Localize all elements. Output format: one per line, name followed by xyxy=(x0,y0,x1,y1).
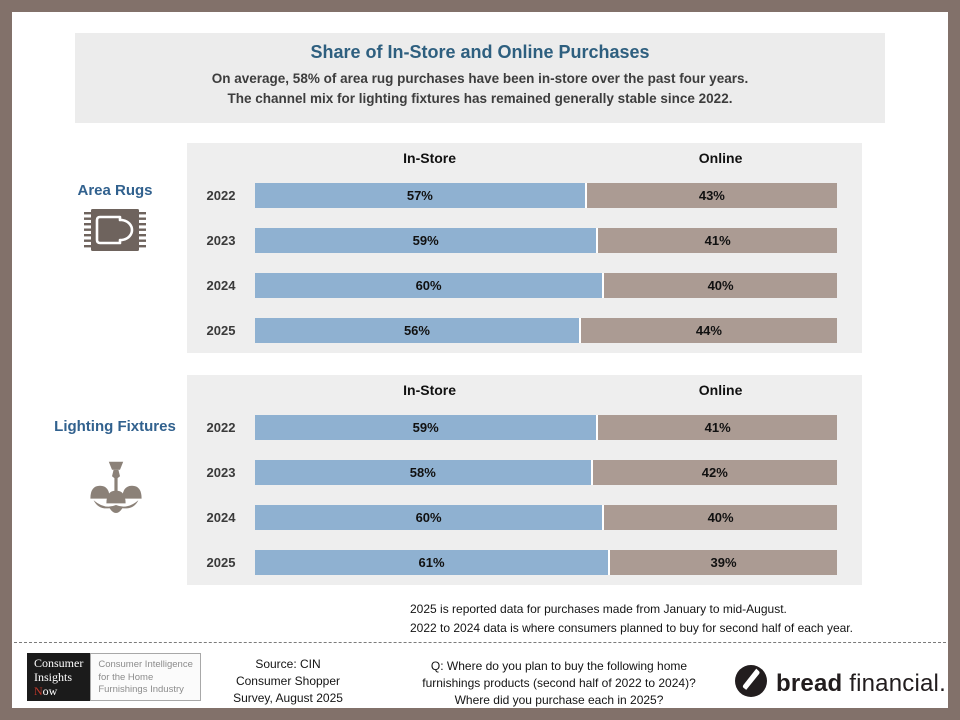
year-label: 2023 xyxy=(206,233,236,248)
cin-tagline-1: Consumer Intelligence xyxy=(98,659,193,670)
brand-bold: bread xyxy=(776,669,843,697)
bar-rows-area-rugs: 2022 57% 43% 2023 59% 41% 2024 60% 40% 2025 56% 44% xyxy=(187,173,862,353)
bar-row: 2025 61% 39% xyxy=(187,540,862,585)
year-label: 2025 xyxy=(206,323,236,338)
cin-now-rest: ow xyxy=(42,684,58,698)
online-segment: 42% xyxy=(592,460,837,485)
online-segment: 40% xyxy=(604,273,837,298)
chart-panel-lighting-fixtures: In-Store Online 2022 59% 41% 2023 58% 42% 2024… xyxy=(187,375,862,585)
online-column-header: Online xyxy=(698,382,743,398)
source-note: Source: CIN Consumer Shopper Survey, Aug… xyxy=(208,656,368,707)
stacked-bar: 60% 40% xyxy=(255,505,837,530)
footnote: 2025 is reported data for purchases made… xyxy=(410,600,853,638)
footnote-line-1: 2025 is reported data for purchases made… xyxy=(410,602,787,616)
bar-row: 2023 59% 41% xyxy=(187,218,862,263)
stacked-bar: 60% 40% xyxy=(255,273,837,298)
cin-tagline-3: Furnishings Industry xyxy=(98,684,184,695)
online-segment: 41% xyxy=(598,228,837,253)
chart-panel-area-rugs: In-Store Online 2022 57% 43% 2023 59% 41% 2024… xyxy=(187,143,862,353)
online-column-header: Online xyxy=(698,150,743,166)
bread-financial-icon xyxy=(734,664,768,703)
year-label: 2024 xyxy=(206,510,236,525)
title-box: Share of In-Store and Online Purchases O… xyxy=(75,33,885,123)
stacked-bar: 57% 43% xyxy=(255,183,837,208)
bar-row: 2023 58% 42% xyxy=(187,450,862,495)
section-label-area-rugs: Area Rugs xyxy=(77,182,153,199)
cin-line-1: Consumer xyxy=(34,656,84,670)
stacked-bar: 58% 42% xyxy=(255,460,837,485)
subtitle-line-2: The channel mix for lighting fixtures ha… xyxy=(227,91,733,106)
stacked-bar: 56% 44% xyxy=(255,318,837,343)
bar-row: 2024 60% 40% xyxy=(187,263,862,308)
online-segment: 40% xyxy=(604,505,837,530)
dashed-divider xyxy=(14,642,946,643)
bread-financial-logo: bread financial. xyxy=(734,664,946,703)
source-line-1: Source: CIN xyxy=(255,657,321,671)
stacked-bar: 59% 41% xyxy=(255,228,837,253)
bar-rows-lighting-fixtures: 2022 59% 41% 2023 58% 42% 2024 60% 40% 2025 61% 39% xyxy=(187,405,862,585)
in-store-segment: 58% xyxy=(255,460,593,485)
in-store-column-header: In-Store xyxy=(403,382,457,398)
rug-icon xyxy=(84,208,146,259)
online-segment: 41% xyxy=(598,415,837,440)
online-segment: 39% xyxy=(610,550,837,575)
cin-line-3: Now xyxy=(34,684,83,698)
bread-financial-wordmark: bread financial. xyxy=(776,670,946,698)
cin-logo: Consumer Insights Now Consumer Intellige… xyxy=(27,653,201,701)
in-store-segment: 60% xyxy=(255,505,605,530)
stacked-bar: 61% 39% xyxy=(255,550,837,575)
in-store-segment: 60% xyxy=(255,273,605,298)
survey-question: Q: Where do you plan to buy the followin… xyxy=(364,658,754,708)
bar-row: 2025 56% 44% xyxy=(187,308,862,353)
cin-now-initial: N xyxy=(34,684,43,698)
year-label: 2025 xyxy=(206,555,236,570)
chandelier-icon xyxy=(84,460,148,523)
cin-tagline: Consumer Intelligence for the Home Furni… xyxy=(90,653,201,701)
cin-logo-wordmark: Consumer Insights Now xyxy=(27,653,91,701)
year-label: 2022 xyxy=(206,420,236,435)
in-store-segment: 59% xyxy=(255,228,599,253)
question-line-3: Where did you purchase each in 2025? xyxy=(454,693,664,707)
in-store-segment: 57% xyxy=(255,183,587,208)
cin-tagline-2: for the Home xyxy=(98,671,154,683)
in-store-segment: 61% xyxy=(255,550,611,575)
source-line-3: Survey, August 2025 xyxy=(233,691,343,705)
bar-row: 2022 59% 41% xyxy=(187,405,862,450)
bar-row: 2024 60% 40% xyxy=(187,495,862,540)
bar-row: 2022 57% 43% xyxy=(187,173,862,218)
cin-line-2: Insights xyxy=(34,670,73,684)
column-headers: In-Store Online xyxy=(255,375,837,405)
source-line-2: Consumer Shopper xyxy=(235,674,341,688)
slide-canvas: Share of In-Store and Online Purchases O… xyxy=(12,12,948,708)
year-label: 2024 xyxy=(206,278,236,293)
question-line-1: Q: Where do you plan to buy the followin… xyxy=(430,659,688,673)
section-label-lighting-fixtures: Lighting Fixtures xyxy=(54,418,176,435)
online-segment: 43% xyxy=(586,183,837,208)
brand-light: financial. xyxy=(849,669,946,697)
stacked-bar: 59% 41% xyxy=(255,415,837,440)
subtitle-line-1: On average, 58% of area rug purchases ha… xyxy=(211,71,749,86)
year-label: 2023 xyxy=(206,465,236,480)
page-title: Share of In-Store and Online Purchases xyxy=(310,42,650,62)
question-line-2: furnishings products (second half of 202… xyxy=(422,676,696,690)
in-store-segment: 59% xyxy=(255,415,599,440)
online-segment: 44% xyxy=(580,318,837,343)
footnote-line-2: 2022 to 2024 data is where consumers pla… xyxy=(410,621,853,635)
in-store-column-header: In-Store xyxy=(403,150,457,166)
in-store-segment: 56% xyxy=(255,318,581,343)
column-headers: In-Store Online xyxy=(255,143,837,173)
year-label: 2022 xyxy=(206,188,236,203)
